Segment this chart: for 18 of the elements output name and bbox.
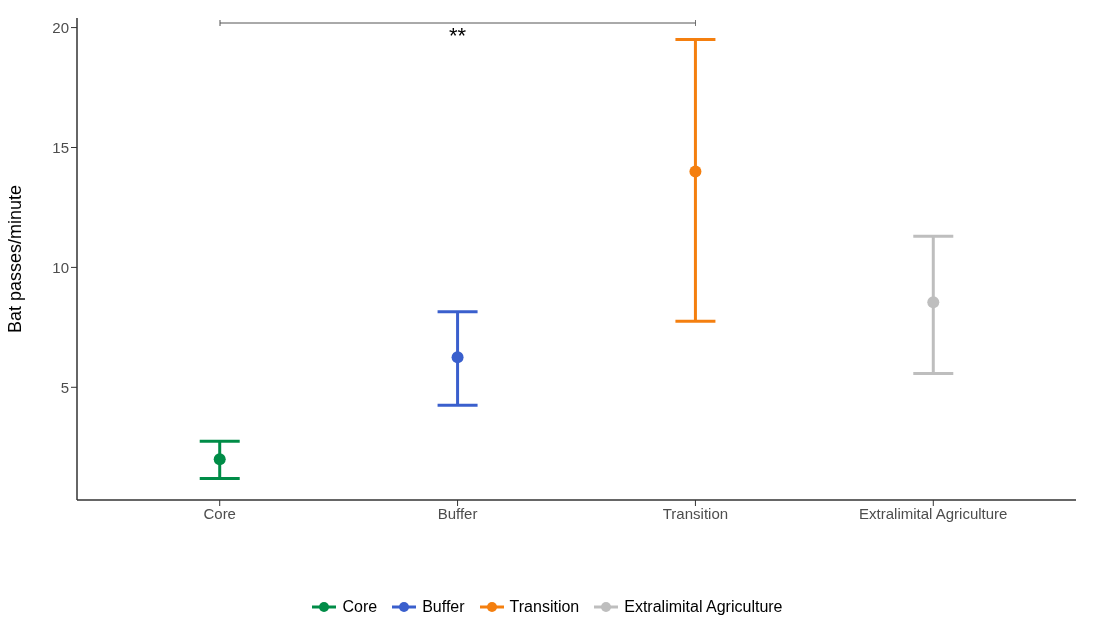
x-tick-label: Core xyxy=(203,504,236,522)
y-tick-label: 10 xyxy=(52,258,69,276)
x-tick-label: Buffer xyxy=(437,504,478,522)
point xyxy=(451,351,464,364)
x-tick-label: Transition xyxy=(662,504,729,522)
point xyxy=(927,296,940,309)
point xyxy=(213,453,226,466)
x-tick-label: Extralimital Agriculture xyxy=(859,504,1008,522)
y-axis-title: Bat passes/minute xyxy=(5,184,26,334)
y-tick-label: 5 xyxy=(60,378,69,396)
legend-label: Extralimital Agriculture xyxy=(624,598,783,616)
annotation: ** xyxy=(448,22,468,48)
legend-label: Buffer xyxy=(422,598,465,616)
legend-label: Core xyxy=(342,598,378,616)
y-tick-label: 20 xyxy=(52,18,69,36)
point xyxy=(689,165,702,178)
legend-label: Transition xyxy=(509,598,580,616)
y-tick-label: 15 xyxy=(52,138,69,156)
